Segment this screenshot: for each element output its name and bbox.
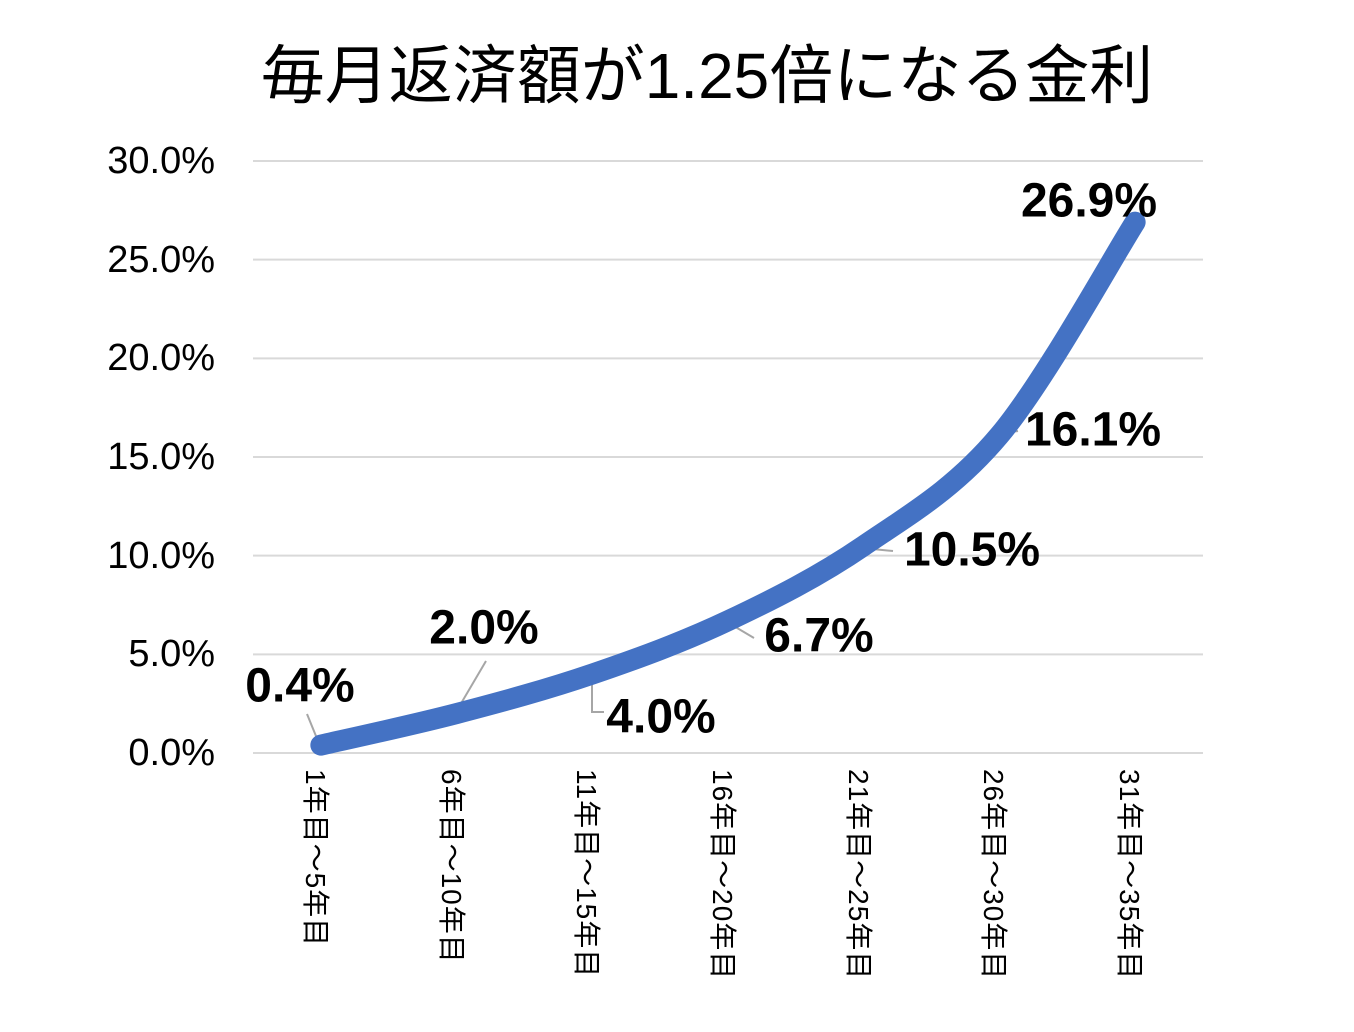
y-tick-label: 10.0% — [107, 534, 215, 577]
leader-line — [591, 676, 604, 713]
gridlines — [253, 160, 1203, 754]
x-axis-label: 11年目〜15年目 — [571, 769, 603, 979]
y-tick-label: 0.0% — [128, 732, 215, 774]
data-label: 26.9% — [1020, 174, 1158, 228]
data-label: 6.7% — [764, 609, 874, 663]
y-tick-label: 30.0% — [107, 140, 215, 182]
data-label: 0.4% — [245, 659, 355, 713]
x-axis-label: 26年目〜30年目 — [978, 769, 1010, 981]
y-tick-label: 20.0% — [107, 337, 215, 380]
data-label: 16.1% — [1024, 403, 1162, 457]
x-axis-label: 6年目〜10年目 — [435, 769, 467, 964]
chart-title: 毎月返済額が1.25倍になる金利 — [260, 40, 1154, 112]
y-tick-label: 5.0% — [128, 633, 215, 676]
x-axis-label: 16年目〜20年目 — [707, 769, 738, 981]
y-tick-label: 15.0% — [107, 436, 215, 478]
y-tick-label: 25.0% — [107, 238, 215, 281]
x-axis-label: 1年目〜5年目 — [299, 769, 331, 948]
data-label: 2.0% — [429, 601, 539, 655]
x-axis-label: 21年目〜25年目 — [842, 769, 874, 981]
data-label: 10.5% — [903, 523, 1041, 577]
data-label: 4.0% — [606, 690, 716, 744]
series-line — [310, 211, 1146, 756]
x-axis-label: 31年目〜35年目 — [1114, 769, 1146, 981]
